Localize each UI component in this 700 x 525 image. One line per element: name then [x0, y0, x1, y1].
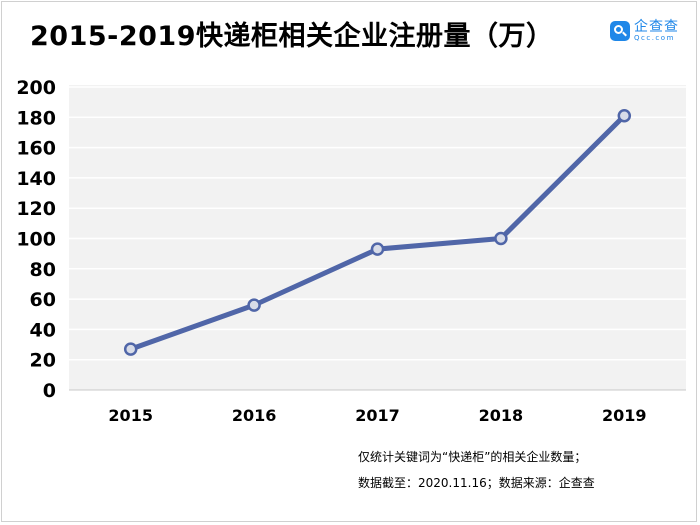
y-tick-label: 60 [30, 289, 56, 311]
y-tick-label: 200 [16, 77, 56, 99]
x-tick-label: 2015 [108, 406, 153, 425]
y-tick-label: 140 [16, 168, 56, 190]
chart-title: 2015-2019快递柜相关企业注册量（万） [30, 21, 554, 52]
data-point [494, 231, 508, 246]
y-tick-label: 0 [43, 380, 56, 402]
y-tick-label: 120 [16, 198, 56, 220]
x-tick-label: 2019 [602, 406, 647, 425]
logo-name: 企查查 [634, 19, 679, 35]
y-tick-label: 100 [16, 229, 56, 251]
y-tick-label: 160 [16, 138, 56, 160]
logo-domain: Qcc.com [634, 34, 675, 42]
data-point [370, 242, 385, 256]
x-tick-label: 2016 [232, 406, 277, 425]
x-tick-label: 2018 [479, 406, 524, 425]
data-point [617, 109, 632, 123]
data-point [247, 298, 261, 312]
data-point [123, 342, 138, 356]
logo-text: 企查查 Qcc.com [634, 20, 679, 42]
plot-area [69, 85, 686, 390]
y-tick-label: 40 [30, 319, 56, 341]
x-tick-label: 2017 [355, 406, 400, 425]
footnote-line-2: 数据截至：2020.11.16；数据来源：企查查 [358, 476, 595, 490]
series-line [128, 113, 627, 352]
y-tick-label: 180 [16, 107, 56, 129]
qcc-logo: 企查查 Qcc.com [610, 20, 679, 42]
footnote: 仅统计关键词为“快递柜”的相关企业数量； 数据截至：2020.11.16；数据来… [358, 444, 595, 496]
y-tick-label: 20 [30, 350, 56, 372]
y-tick-label: 80 [30, 259, 56, 281]
footnote-line-1: 仅统计关键词为“快递柜”的相关企业数量； [358, 450, 587, 464]
magnifier-icon [610, 21, 630, 41]
